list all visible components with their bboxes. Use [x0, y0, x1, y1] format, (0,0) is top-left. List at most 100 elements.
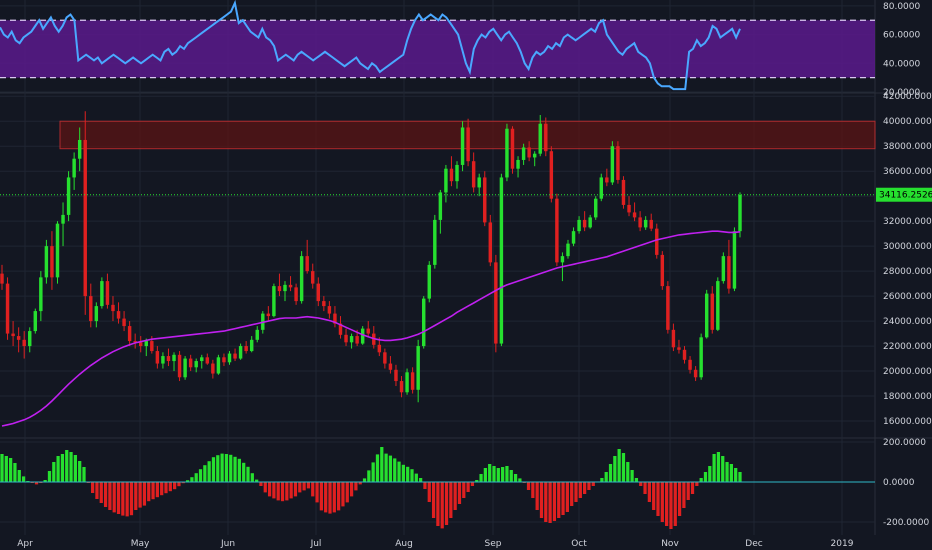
candle-body [632, 212, 637, 218]
oscillator-bar [570, 482, 574, 506]
candle-body [205, 357, 210, 364]
rsi-band [0, 20, 875, 78]
candle-body [399, 381, 404, 393]
oscillator-bar [259, 482, 263, 486]
x-tick-label: Nov [661, 539, 679, 549]
candle-body [344, 334, 348, 343]
x-tick-label: Jul [310, 539, 322, 549]
candle-body [599, 177, 603, 199]
oscillator-bar [440, 482, 444, 529]
candle-body [327, 306, 332, 314]
candle-body [582, 219, 587, 228]
candle-body [649, 219, 653, 229]
candle-body [377, 344, 382, 353]
oscillator-bar [686, 482, 690, 500]
oscillator-bar [410, 469, 414, 482]
oscillator-bar [194, 473, 198, 482]
candle-body [477, 177, 481, 188]
oscillator-bar [319, 482, 323, 511]
candle-body [322, 301, 326, 307]
oscillator-bar [677, 482, 682, 516]
candle-body [227, 353, 232, 363]
x-tick-label: May [131, 539, 150, 549]
oscillator-bar [324, 482, 328, 513]
candle-body [349, 336, 354, 343]
oscillator-bar [349, 482, 354, 497]
oscillator-bar [505, 466, 509, 482]
candle-body [166, 356, 171, 362]
candle-body [105, 281, 110, 305]
candle-body [388, 363, 393, 370]
oscillator-bar [470, 482, 475, 486]
oscillator-bar [673, 482, 677, 526]
oscillator-bar [738, 472, 742, 482]
oscillator-bar [328, 482, 332, 514]
oscillator-bar [621, 453, 626, 482]
oscillator-bar [703, 472, 708, 482]
price-y-tick-label: 36000.0000 [883, 167, 932, 177]
oscillator-bar [427, 482, 431, 502]
candle-body [704, 293, 709, 338]
oscillator-bar [578, 482, 582, 498]
candle-body [172, 354, 176, 362]
candle-body [33, 311, 38, 332]
candle-body [421, 298, 426, 347]
oscillator-bar [332, 482, 336, 513]
candle-body [488, 222, 493, 263]
oscillator-bar [358, 482, 362, 485]
oscillator-bar [190, 477, 194, 482]
oscillator-bar [147, 482, 151, 502]
candle-body [566, 243, 570, 257]
oscillator-bar [95, 482, 99, 499]
oscillator-bar [565, 482, 569, 512]
candle-body [605, 177, 609, 183]
price-pane [0, 111, 876, 427]
oscillator-bar [160, 482, 164, 496]
oscillator-bar [535, 482, 539, 510]
oscillator-bar [518, 478, 522, 482]
rsi-y-tick-label: 60.0000 [883, 31, 920, 41]
last-price-badge [876, 187, 932, 202]
candle-body [177, 354, 182, 378]
oscillator-bar [401, 464, 405, 482]
candle-body [682, 349, 687, 360]
candle-body [394, 369, 398, 382]
oscillator-bar [488, 464, 492, 482]
candle-body [483, 177, 487, 223]
candle-body [710, 293, 714, 330]
oscillator-bar [716, 452, 721, 482]
oscillator-bar [513, 474, 518, 482]
candle-body [72, 158, 76, 178]
candle-body [660, 254, 665, 287]
candle-body [671, 329, 676, 348]
rsi-line [0, 0, 741, 91]
price-y-tick-label: 30000.0000 [883, 242, 932, 252]
oscillator-bar [375, 454, 380, 482]
moving-average-line [1, 230, 741, 427]
oscillator-bar [13, 463, 17, 482]
candle-body [460, 127, 465, 165]
candle-body [5, 283, 10, 334]
oscillator-bar [539, 482, 544, 518]
candle-body [299, 256, 304, 302]
candle-body [188, 358, 193, 368]
candle-body [455, 164, 459, 182]
oscillator-bar [406, 466, 410, 482]
candle-body [727, 256, 731, 289]
price-y-tick-label: 26000.0000 [883, 292, 932, 302]
oscillator-bar [388, 455, 393, 482]
oscillator-bar [604, 472, 608, 482]
candle-body [139, 342, 143, 347]
oscillator-bar [73, 455, 77, 482]
oscillator-bar [647, 482, 651, 502]
candle-body [288, 284, 293, 288]
oscillator-bar [306, 482, 311, 489]
oscillator-bar [267, 482, 272, 497]
oscillator-bar [690, 482, 695, 494]
oscillator-bar [138, 482, 142, 508]
candle-body [505, 128, 509, 178]
oscillator-bar [384, 453, 388, 482]
candle-body [233, 353, 237, 359]
oscillator-bar [229, 454, 233, 482]
